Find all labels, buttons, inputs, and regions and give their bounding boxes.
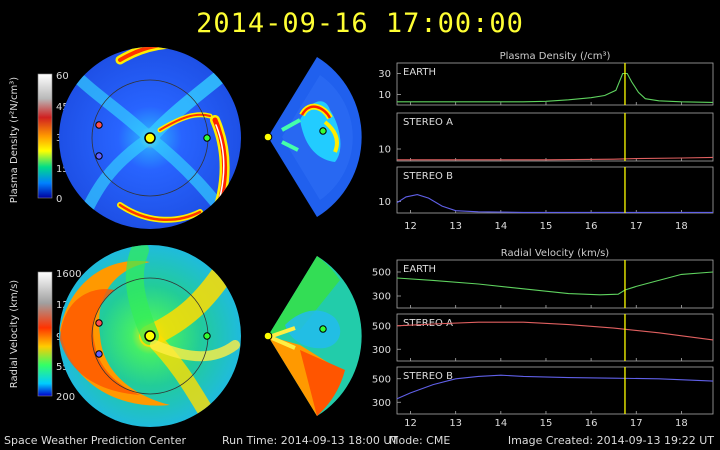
x-tick-label: 13: [449, 221, 462, 232]
x-tick-label: 13: [449, 418, 462, 429]
earth-marker: [203, 134, 211, 142]
density-meridional-wedge: [263, 57, 362, 217]
y-tick-label: 300: [372, 345, 391, 356]
series-panel-stereo-b: STEREO B 500 300: [372, 366, 714, 415]
stereo-a-marker: [95, 319, 103, 327]
density-tick: 0: [56, 194, 62, 205]
stereo-b-marker: [95, 350, 103, 358]
stereo-a-marker: [95, 121, 103, 129]
radial-velocity-chart: Radial Velocity (km/s)EARTH500300STEREO …: [372, 248, 714, 429]
x-tick-label: 18: [675, 221, 688, 232]
panel-label: EARTH: [403, 67, 436, 78]
x-tick-label: 17: [630, 221, 643, 232]
x-tick-label: 14: [494, 418, 507, 429]
panel-frame: [396, 313, 714, 362]
velocity-colorbar-label: Radial Velocity (km/s): [9, 280, 20, 388]
x-tick-label: 16: [585, 221, 598, 232]
series-panel-stereo-a: STEREO A 500 300: [372, 313, 714, 362]
sun-marker: [144, 330, 156, 342]
velocity-ecliptic-disk: [59, 245, 241, 427]
x-tick-label: 15: [540, 418, 553, 429]
sun-marker: [144, 132, 156, 144]
panel-label: EARTH: [403, 264, 436, 275]
footer-run-time: Run Time: 2014-09-13 18:00 UT: [222, 434, 399, 447]
panel-frame: [396, 166, 714, 214]
datetime-title: 2014-09-16 17:00:00: [196, 8, 524, 39]
series-panel-earth: EARTH 500 300: [372, 259, 714, 309]
series-panel-stereo-a: STEREO A 10: [378, 112, 714, 162]
series-line: [396, 374, 714, 400]
y-tick-label: 300: [372, 292, 391, 303]
series-panel-stereo-b: STEREO B 10: [378, 166, 714, 214]
x-tick-label: 17: [630, 418, 643, 429]
footer-organization: Space Weather Prediction Center: [4, 434, 186, 447]
x-tick-label: 18: [675, 418, 688, 429]
series-line: [396, 194, 713, 213]
wedge-sun-marker: [263, 132, 273, 142]
series-panel-earth: EARTH 30 10: [378, 62, 714, 106]
panel-label: STEREO A: [403, 117, 453, 128]
series-line: [397, 156, 714, 161]
footer-image-created: Image Created: 2014-09-13 19:22 UT: [507, 434, 714, 447]
y-tick-label: 30: [378, 69, 391, 80]
panel-frame: [396, 112, 714, 162]
y-tick-label: 500: [372, 268, 391, 279]
x-tick-label: 12: [404, 221, 417, 232]
wedge-sun-marker: [263, 331, 273, 341]
panel-frame: [396, 62, 714, 106]
chart-title: Radial Velocity (km/s): [501, 248, 609, 259]
stereo-b-marker: [95, 152, 103, 160]
y-tick-label: 10: [378, 145, 391, 156]
panel-frame: [396, 259, 714, 309]
earth-marker: [203, 332, 211, 340]
panel-label: STEREO B: [403, 371, 453, 382]
velocity-meridional-wedge: [263, 256, 362, 416]
density-ecliptic-disk: [59, 47, 241, 229]
panel-label: STEREO B: [403, 171, 453, 182]
plasma-density-chart: Plasma Density (/cm³) EARTH 30 10 STEREO A 10…: [378, 51, 714, 232]
y-tick-label: 500: [372, 321, 391, 332]
density-tick: 15: [56, 164, 69, 175]
chart-title: Plasma Density (/cm³): [500, 51, 611, 62]
density-tick: 45: [56, 102, 69, 113]
y-tick-label: 300: [372, 398, 391, 409]
panel-label: STEREO A: [403, 318, 453, 329]
wedge-earth-marker: [319, 127, 327, 135]
x-tick-label: 14: [494, 221, 507, 232]
series-line: [396, 271, 714, 296]
density-colorbar-label: Plasma Density (r²N/cm³): [9, 77, 20, 204]
density-colorbar: Plasma Density (r²N/cm³) 60 45 30 15 0: [9, 71, 69, 205]
wedge-earth-marker: [319, 325, 327, 333]
series-line: [397, 72, 714, 103]
series-line: [396, 321, 714, 341]
density-tick: 60: [56, 71, 69, 82]
y-tick-label: 10: [378, 90, 391, 101]
x-tick-label: 12: [404, 418, 417, 429]
y-tick-label: 10: [378, 197, 391, 208]
x-tick-label: 16: [585, 418, 598, 429]
velocity-tick: 200: [56, 392, 75, 403]
velocity-tick: 1600: [56, 269, 81, 280]
panel-frame: [396, 366, 714, 415]
footer-mode: Mode: CME: [389, 434, 451, 447]
y-tick-label: 500: [372, 374, 391, 385]
x-tick-label: 15: [540, 221, 553, 232]
